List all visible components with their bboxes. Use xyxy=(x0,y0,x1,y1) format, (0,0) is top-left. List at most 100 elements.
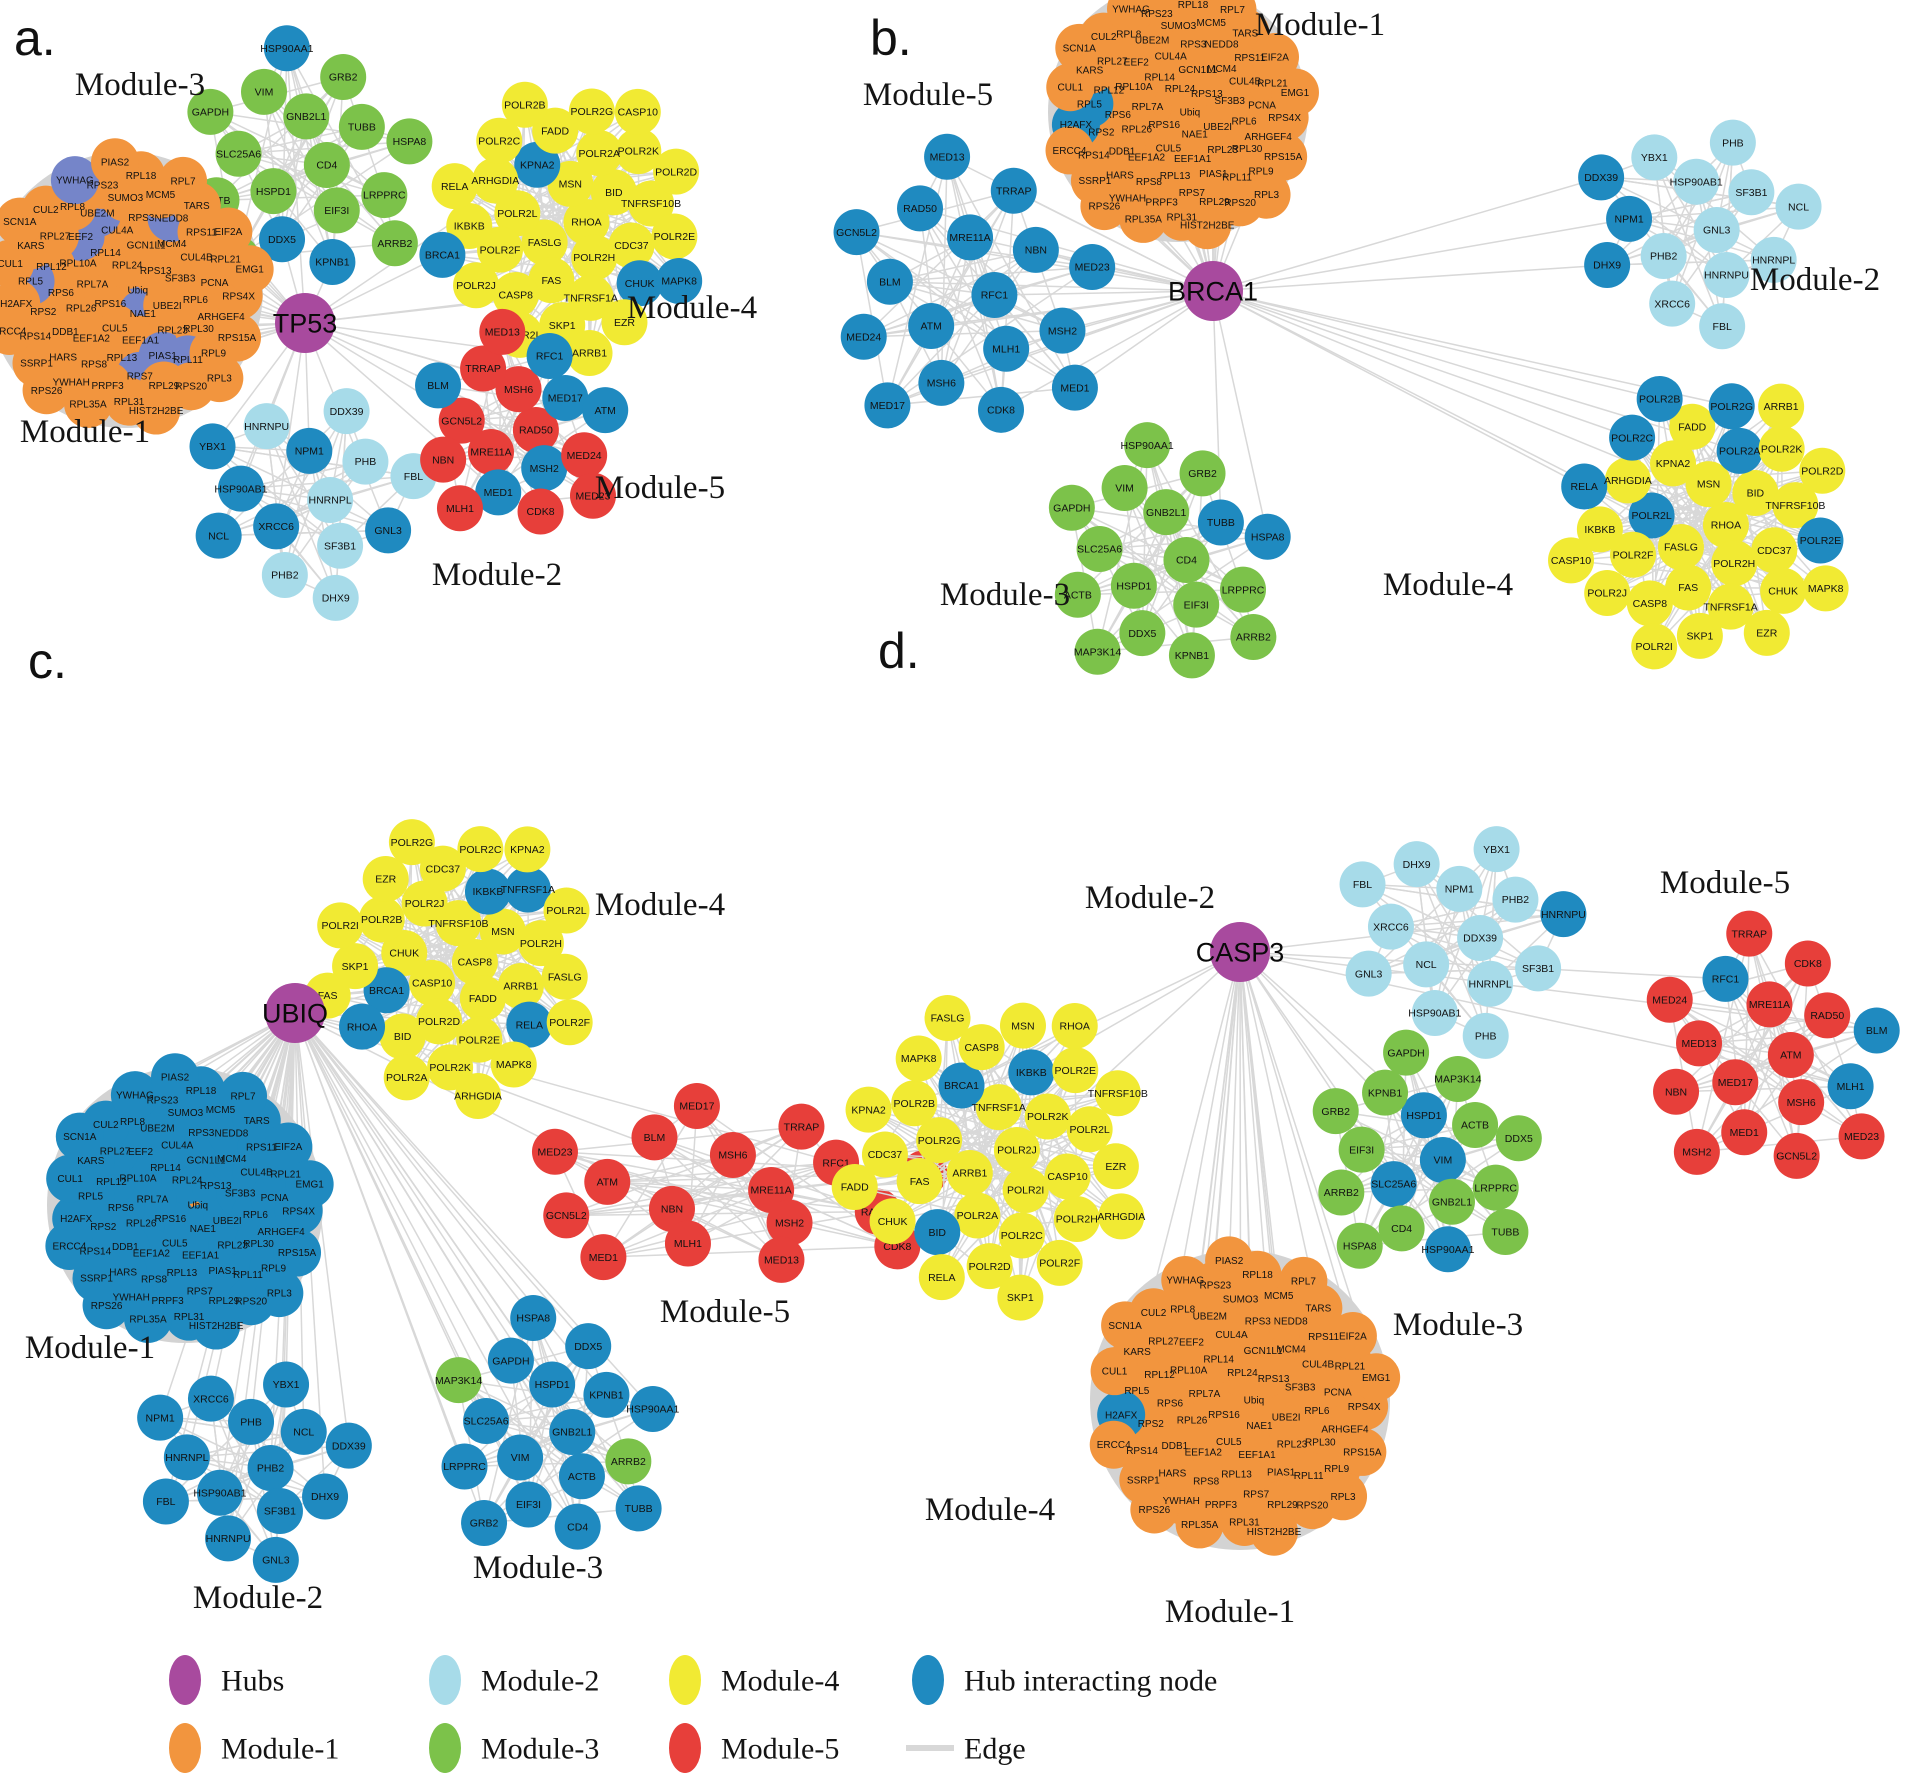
node-med23 xyxy=(531,1128,578,1175)
node-fbl xyxy=(1699,303,1746,350)
node-label-ncl: NCL xyxy=(293,1427,314,1439)
node-label-ssrp1: SSRP1 xyxy=(1079,176,1112,187)
node-actb xyxy=(1452,1101,1499,1148)
node-hnrnpu xyxy=(243,403,290,450)
node-label-gcn1l1: GCN1L1 xyxy=(1244,1346,1283,1357)
node-label-eif3i: EIF3I xyxy=(1184,599,1209,611)
legend-swatch-module-5-icon xyxy=(669,1723,701,1773)
edge xyxy=(603,1245,898,1258)
edge xyxy=(1123,487,1144,634)
node-label-rpl6: RPL6 xyxy=(183,295,208,306)
node-slc25a6 xyxy=(463,1398,510,1445)
node-hsp90ab1 xyxy=(196,1469,243,1516)
edge xyxy=(218,410,348,537)
node-label-eef1a1: EEF1A1 xyxy=(1174,154,1212,165)
node-label-hsp90ab1: HSP90AB1 xyxy=(1670,176,1723,188)
node-label-mapk8: MAPK8 xyxy=(496,1059,532,1071)
edge xyxy=(215,76,344,201)
edge xyxy=(263,91,334,263)
node-label-med13: MED13 xyxy=(485,327,520,339)
node-label-emg1: EMG1 xyxy=(295,1180,324,1191)
node-dhx9 xyxy=(312,574,359,621)
node-label-fbl: FBL xyxy=(1353,879,1372,891)
node-label-gnl3: GNL3 xyxy=(262,1555,290,1567)
edge xyxy=(1368,967,1539,975)
node-label-polr2c: POLR2C xyxy=(478,135,520,147)
node-eif3i xyxy=(1173,581,1220,628)
node-label-hnrnpu: HNRNPU xyxy=(1704,270,1749,282)
node-label-rpl14: RPL14 xyxy=(90,248,121,259)
node-label-emg1: EMG1 xyxy=(235,265,264,276)
module-label-c-module-1: Module-1 xyxy=(25,1330,155,1366)
node-label-rpl6: RPL6 xyxy=(243,1210,268,1221)
node-label-eef1a1: EEF1A1 xyxy=(182,1250,220,1261)
node-label-pias1: PIAS1 xyxy=(1199,169,1228,180)
legend-swatch-module-3-icon xyxy=(429,1723,461,1773)
node-label-ybx1: YBX1 xyxy=(1641,152,1668,164)
node-hsp90ab1 xyxy=(1411,989,1458,1036)
node-med1 xyxy=(475,469,522,516)
node-msh6 xyxy=(709,1131,756,1178)
node-eif2a xyxy=(264,1122,313,1171)
node-rhoa xyxy=(339,1003,386,1050)
node-label-bid: BID xyxy=(929,1227,947,1239)
node-tnfrsf1a xyxy=(975,1084,1022,1131)
node-label-msn: MSN xyxy=(1011,1020,1034,1032)
node-label-rps14: RPS14 xyxy=(1078,151,1110,162)
node-label-med1: MED1 xyxy=(484,487,513,499)
node-label-rpl31: RPL31 xyxy=(1229,1517,1260,1528)
node-label-mapk8: MAPK8 xyxy=(1808,583,1844,595)
node-gcn5l2 xyxy=(438,397,485,444)
edge xyxy=(607,1181,878,1213)
node-hspd1 xyxy=(1110,562,1157,609)
node-label-ywhah: YWHAH xyxy=(1109,194,1146,205)
panel-c: CASP8 CASP10 TNFRSF10B FADD CHUK MSN POLR2D POL… xyxy=(25,633,948,1616)
node-label-rpl11: RPL11 xyxy=(1222,173,1252,184)
node-rpl3 xyxy=(1242,170,1291,219)
node-map3k14 xyxy=(1074,628,1121,675)
node-label-pias1: PIAS1 xyxy=(1267,1467,1296,1478)
node-label-ddb1: DDB1 xyxy=(1162,1441,1189,1452)
node-label-fas: FAS xyxy=(910,1176,930,1188)
node-tnfrsf10b xyxy=(1772,482,1819,529)
edge xyxy=(510,1360,530,1505)
node-tnfrsf10b xyxy=(435,900,482,947)
node-polr2f xyxy=(1036,1239,1083,1286)
node-label-faslg: FASLG xyxy=(548,971,582,983)
node-label-arrb1: ARRB1 xyxy=(952,1168,987,1180)
node-hsp90ab1 xyxy=(217,465,264,512)
node-label-prpf3: PRPF3 xyxy=(151,1296,184,1307)
node-label-npm1: NPM1 xyxy=(295,446,324,458)
node-polr2i xyxy=(1631,623,1678,670)
node-label-polr2k: POLR2K xyxy=(618,146,659,158)
edge xyxy=(1077,472,1204,596)
node-eif3i xyxy=(1338,1126,1385,1173)
node-label-eef1a1: EEF1A1 xyxy=(1238,1450,1276,1461)
node-label-ercc4: ERCC4 xyxy=(0,326,27,337)
node-label-tubb: TUBB xyxy=(348,122,376,134)
node-kpna2 xyxy=(845,1086,892,1133)
edge xyxy=(1239,951,1280,1296)
cluster-d-module-1: Ubiq RPS16 RPL24 NAE1 RPL7A RPS13 CUL5 RPL14 UBE… xyxy=(1089,1236,1401,1556)
node-label-gnb2l1: GNB2L1 xyxy=(1432,1196,1472,1208)
edge xyxy=(961,951,1241,1087)
node-actb xyxy=(1054,571,1101,618)
node-label-vim: VIM xyxy=(255,87,274,99)
node-label-kpnb1: KPNB1 xyxy=(315,257,350,269)
node-label-rpl29: RPL29 xyxy=(149,381,180,392)
node-label-pias2: PIAS2 xyxy=(1215,1256,1244,1267)
node-label-gcn1l1: GCN1L1 xyxy=(187,1155,226,1166)
node-label-rpl26: RPL26 xyxy=(1122,125,1153,136)
node-msh2 xyxy=(1673,1128,1720,1175)
node-polr2k xyxy=(1758,425,1805,472)
node-label-rps8: RPS8 xyxy=(141,1275,168,1286)
legend-item-module-1: Module-1 xyxy=(169,1723,339,1773)
node-label-msn: MSN xyxy=(491,926,514,938)
node-sf3b1 xyxy=(1728,169,1775,216)
node-label-rpl12: RPL12 xyxy=(36,262,67,273)
node-label-rpl6: RPL6 xyxy=(1232,116,1257,127)
node-polr2g xyxy=(916,1117,963,1164)
node-label-actb: ACTB xyxy=(1064,589,1092,601)
edge xyxy=(696,1105,783,1261)
node-arhgdia xyxy=(1098,1193,1145,1240)
